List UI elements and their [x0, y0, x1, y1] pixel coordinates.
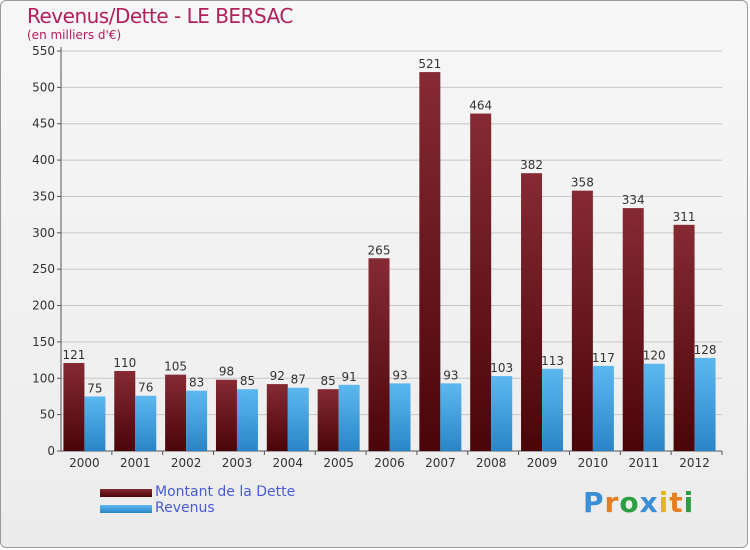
logo-letter: r	[604, 486, 620, 519]
bar-revenus	[643, 363, 665, 451]
y-tick-label: 200	[32, 299, 55, 313]
y-tick-label: 350	[32, 189, 55, 203]
logo-letter: i	[658, 486, 670, 519]
bar-revenus	[135, 395, 157, 451]
proxiti-logo: Proxiti	[583, 486, 694, 519]
data-label-revenus: 83	[189, 376, 204, 390]
x-tick-label: 2012	[679, 456, 710, 470]
y-tick-label: 150	[32, 335, 55, 349]
data-label-dette: 311	[673, 210, 696, 224]
bar-revenus	[542, 368, 564, 451]
data-label-dette: 110	[113, 356, 136, 370]
x-tick-label: 2001	[120, 456, 151, 470]
bar-dette	[266, 384, 288, 451]
x-tick-label: 2011	[628, 456, 659, 470]
legend-swatch-dette	[100, 489, 152, 497]
y-tick-label: 550	[32, 44, 55, 58]
bar-revenus	[236, 389, 258, 451]
data-label-dette: 464	[469, 99, 492, 113]
data-label-dette: 334	[622, 193, 645, 207]
x-tick-label: 2004	[273, 456, 304, 470]
legend-label-dette: Montant de la Dette	[155, 484, 296, 500]
bar-revenus	[491, 376, 513, 451]
x-tick-label: 2007	[425, 456, 456, 470]
y-tick-label: 250	[32, 262, 55, 276]
bar-dette	[63, 363, 85, 451]
bar-dette	[470, 113, 492, 451]
bar-revenus	[186, 390, 208, 451]
logo-letter: i	[683, 486, 695, 519]
x-tick-label: 2002	[171, 456, 202, 470]
data-label-revenus: 113	[541, 354, 564, 368]
bar-dette	[622, 208, 644, 451]
data-label-revenus: 117	[592, 351, 615, 365]
data-label-dette: 358	[571, 176, 594, 190]
bar-revenus	[389, 383, 411, 451]
y-tick-label: 400	[32, 153, 55, 167]
data-label-revenus: 76	[138, 381, 153, 395]
data-label-dette: 92	[270, 369, 285, 383]
data-label-dette: 382	[520, 158, 543, 172]
y-tick-label: 0	[47, 444, 55, 458]
bar-revenus	[84, 396, 106, 451]
data-label-dette: 85	[321, 374, 336, 388]
bar-dette	[571, 190, 593, 452]
x-tick-label: 2008	[476, 456, 507, 470]
bar-dette	[317, 389, 339, 451]
x-tick-label: 2005	[323, 456, 354, 470]
data-label-revenus: 103	[490, 361, 513, 375]
logo-letter: x	[639, 486, 659, 519]
data-label-revenus: 85	[240, 374, 255, 388]
axes: 0 50 100 150 200 250 300 350 400 450 500 550 2000 200…	[32, 44, 723, 470]
bar-revenus	[592, 365, 614, 451]
data-label-revenus: 75	[87, 381, 102, 395]
chart-title: Revenus/Dette - LE BERSAC	[27, 4, 293, 28]
data-label-dette: 121	[62, 348, 85, 362]
x-tick-label: 2000	[69, 456, 100, 470]
legend-label-revenus: Revenus	[155, 500, 215, 516]
data-label-dette: 521	[418, 57, 441, 71]
x-tick-label: 2003	[222, 456, 253, 470]
data-label-revenus: 93	[443, 368, 458, 382]
bar-dette	[114, 371, 136, 451]
y-tick-label: 100	[32, 371, 55, 385]
logo-letter: P	[583, 486, 605, 519]
bar-dette	[673, 224, 695, 451]
bar-revenus	[694, 357, 716, 451]
bar-dette	[368, 258, 390, 451]
bar-dette	[215, 379, 237, 451]
data-label-dette: 265	[368, 243, 391, 257]
data-label-revenus: 87	[291, 373, 306, 387]
y-tick-label: 500	[32, 80, 55, 94]
bar-revenus	[338, 384, 360, 451]
logo-letter: o	[619, 486, 640, 519]
y-tick-label: 450	[32, 117, 55, 131]
data-label-revenus: 93	[392, 368, 407, 382]
x-tick-label: 2010	[578, 456, 609, 470]
y-tick-label: 50	[40, 408, 55, 422]
chart-subtitle: (en milliers d'€)	[27, 28, 122, 42]
legend-swatch-revenus	[100, 505, 152, 513]
data-label-revenus: 120	[643, 349, 666, 363]
logo-letter: t	[669, 486, 684, 519]
bar-revenus	[440, 383, 462, 451]
data-label-revenus: 128	[694, 343, 717, 357]
bar-dette	[521, 173, 543, 451]
data-label-dette: 105	[164, 360, 187, 374]
bars	[63, 72, 716, 452]
x-tick-label: 2006	[374, 456, 405, 470]
bar-dette	[419, 72, 441, 451]
y-tick-label: 300	[32, 226, 55, 240]
data-label-dette: 98	[219, 365, 234, 379]
bar-dette	[165, 374, 187, 451]
x-tick-label: 2009	[527, 456, 558, 470]
data-label-revenus: 91	[342, 370, 357, 384]
bar-revenus	[287, 387, 309, 451]
